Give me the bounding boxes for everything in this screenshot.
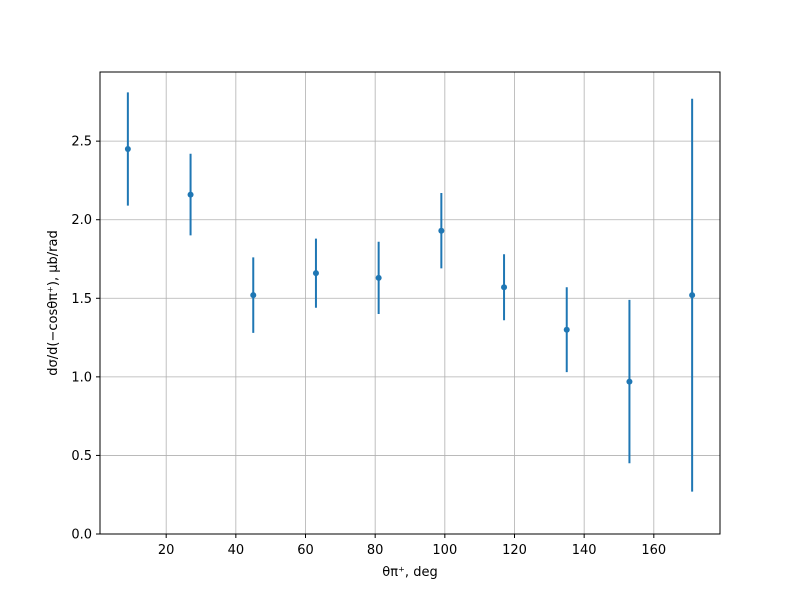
y-axis-label: dσ/d(−cosθπ⁺), μb/rad <box>46 230 61 375</box>
point <box>375 274 382 281</box>
y-tick-label: 1.0 <box>71 370 92 385</box>
point <box>563 326 570 333</box>
x-tick-label: 20 <box>158 543 175 558</box>
y-tick-label: 0.5 <box>71 449 92 464</box>
x-tick-label: 80 <box>367 543 384 558</box>
point <box>626 378 633 385</box>
y-tick-label: 2.5 <box>71 135 92 150</box>
x-tick-label: 140 <box>572 543 597 558</box>
point <box>124 146 131 152</box>
point <box>187 191 194 198</box>
y-tick-label: 0.0 <box>71 528 92 543</box>
x-tick-label: 100 <box>432 543 457 558</box>
y-tick-label: 2.0 <box>71 213 92 228</box>
plot-frame <box>99 71 721 535</box>
point <box>250 292 257 299</box>
x-tick-label: 120 <box>502 543 527 558</box>
point <box>312 270 319 277</box>
point <box>438 227 445 234</box>
y-tick-label: 1.5 <box>71 292 92 307</box>
point <box>689 292 696 299</box>
x-axis-label: θπ⁺, deg <box>382 565 437 580</box>
x-tick-label: 40 <box>228 543 245 558</box>
x-tick-label: 60 <box>297 543 314 558</box>
point <box>501 284 508 291</box>
x-tick-label: 160 <box>641 543 666 558</box>
